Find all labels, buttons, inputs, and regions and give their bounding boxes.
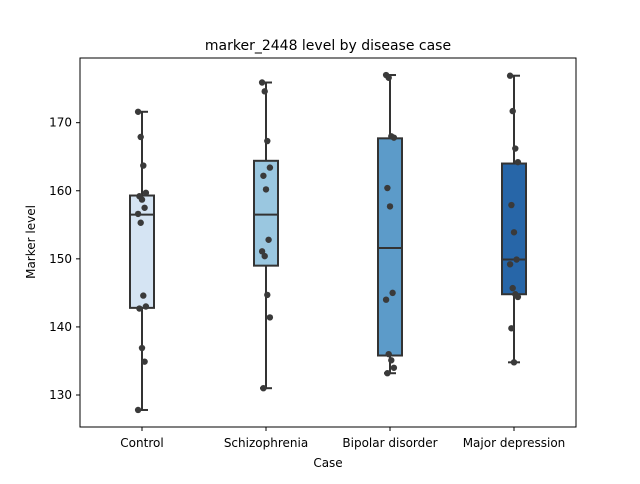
data-point [506, 72, 514, 79]
data-point [258, 79, 266, 86]
data-point [258, 248, 266, 255]
y-tick-label: 170 [49, 116, 72, 130]
box-body [377, 137, 403, 357]
box-body [129, 194, 155, 309]
data-point [260, 172, 267, 179]
y-tick-label: 130 [49, 388, 72, 402]
data-point [142, 303, 150, 310]
data-point [261, 88, 268, 95]
data-point [389, 289, 396, 297]
data-point [509, 107, 516, 115]
data-point [138, 196, 146, 203]
data-point [390, 134, 398, 141]
data-point [385, 74, 392, 81]
box-body [501, 162, 527, 296]
data-point [514, 293, 522, 301]
data-point [508, 325, 515, 332]
data-point [384, 370, 391, 377]
box-4 [501, 74, 527, 364]
data-point [262, 186, 270, 193]
data-point [266, 164, 274, 171]
data-point [260, 384, 267, 392]
boxes-layer [129, 74, 527, 411]
data-point [140, 292, 147, 299]
x-axis-label: Case [313, 456, 342, 470]
x-tick-label: Bipolar disorder [342, 436, 437, 450]
data-point [141, 204, 148, 211]
data-point [137, 219, 144, 226]
data-point [134, 406, 142, 414]
x-tick-label: Major depression [463, 436, 566, 450]
box-2 [253, 81, 279, 390]
y-tick-label: 150 [49, 252, 72, 266]
data-point [265, 236, 272, 243]
data-point [266, 314, 274, 321]
data-point [137, 133, 144, 141]
y-tick-label: 160 [49, 184, 72, 198]
data-point [510, 229, 518, 236]
data-point [513, 256, 520, 263]
y-axis-label: Marker level [24, 205, 38, 279]
data-point [388, 357, 395, 364]
data-point [384, 184, 391, 192]
data-point [506, 261, 514, 268]
data-point [142, 189, 150, 197]
data-point [141, 358, 148, 365]
data-point [509, 284, 516, 292]
data-point [385, 350, 392, 358]
x-tick-label: Control [120, 436, 163, 450]
data-point [264, 137, 271, 145]
chart-title: marker_2448 level by disease case [205, 38, 451, 54]
data-point [382, 296, 390, 303]
data-point [512, 145, 519, 152]
plot-area-frame [79, 57, 577, 428]
data-point [390, 364, 398, 371]
data-point [140, 162, 147, 169]
y-axis: 130 140 150 160 170 [49, 116, 80, 402]
data-point [134, 108, 142, 115]
y-tick-label: 140 [49, 320, 72, 334]
box-1 [129, 110, 155, 411]
points-layer [134, 71, 522, 414]
x-axis: Control Schizophrenia Bipolar disorder Majo… [120, 427, 565, 450]
x-tick-label: Schizophrenia [224, 436, 308, 450]
data-point [508, 201, 515, 209]
box-3 [377, 74, 403, 375]
data-point [134, 210, 142, 218]
box-body [253, 159, 279, 267]
data-point [136, 305, 143, 312]
data-point [264, 291, 271, 299]
data-point [510, 359, 518, 366]
data-point [138, 344, 146, 352]
data-point [261, 252, 268, 260]
data-point [514, 158, 522, 166]
data-point [386, 203, 394, 210]
